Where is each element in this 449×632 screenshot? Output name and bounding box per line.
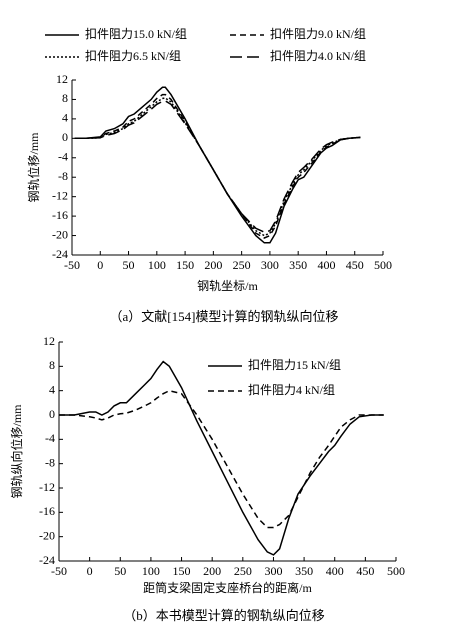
y-tick-label: -16 bbox=[52, 208, 68, 222]
x-tick-label: 250 bbox=[234, 564, 252, 578]
y-tick-label: -20 bbox=[39, 528, 55, 542]
x-tick-label: 300 bbox=[261, 258, 279, 272]
x-tick-label: 250 bbox=[233, 258, 251, 272]
x-tick-label: 150 bbox=[176, 258, 194, 272]
y-tick-label: 8 bbox=[62, 91, 68, 105]
legend-label: 扣件阻力4.0 kN/组 bbox=[270, 49, 366, 63]
x-tick-label: 150 bbox=[173, 564, 191, 578]
y-tick-label: 12 bbox=[56, 72, 68, 86]
y-axis-label: 钢轨位移/mm bbox=[26, 132, 41, 203]
series-line bbox=[74, 86, 361, 244]
x-tick-label: 350 bbox=[289, 258, 307, 272]
x-axis-label: 距筒支梁固定支座桥台的距离/m bbox=[143, 580, 312, 595]
legend-label: 扣件阻力15 kN/组 bbox=[248, 358, 341, 372]
x-tick-label: 500 bbox=[374, 258, 392, 272]
y-tick-label: 12 bbox=[43, 334, 55, 348]
y-tick-label: 4 bbox=[49, 382, 55, 396]
y-axis-label: 钢轨纵向位移/mm bbox=[9, 404, 24, 499]
series-line bbox=[59, 360, 384, 556]
x-tick-label: 350 bbox=[295, 564, 313, 578]
series-line bbox=[74, 100, 361, 233]
x-tick-label: 400 bbox=[326, 564, 344, 578]
x-axis-label: 钢轨坐标/m bbox=[197, 279, 258, 293]
x-tick-label: -50 bbox=[51, 564, 67, 578]
x-tick-label: 450 bbox=[346, 258, 364, 272]
x-tick-label: 450 bbox=[356, 564, 374, 578]
x-tick-label: -50 bbox=[64, 258, 80, 272]
y-tick-label: -24 bbox=[52, 247, 68, 261]
y-tick-label: -4 bbox=[45, 431, 55, 445]
y-tick-label: 0 bbox=[62, 130, 68, 144]
y-tick-label: 4 bbox=[62, 111, 68, 125]
legend-label: 扣件阻力15.0 kN/组 bbox=[85, 27, 187, 41]
legend-label: 扣件阻力6.5 kN/组 bbox=[85, 49, 181, 63]
x-tick-label: 200 bbox=[203, 564, 221, 578]
y-tick-label: -12 bbox=[52, 188, 68, 202]
x-tick-label: 300 bbox=[264, 564, 282, 578]
x-tick-label: 50 bbox=[123, 258, 135, 272]
y-tick-label: -12 bbox=[39, 480, 55, 494]
y-tick-label: -16 bbox=[39, 504, 55, 518]
x-tick-label: 200 bbox=[204, 258, 222, 272]
y-tick-label: 8 bbox=[49, 358, 55, 372]
caption: （a）文献[154]模型计算的钢轨纵向位移 bbox=[110, 309, 339, 324]
series-line bbox=[59, 389, 384, 529]
legend-label: 扣件阻力4 kN/组 bbox=[248, 383, 335, 397]
x-tick-label: 100 bbox=[142, 564, 160, 578]
x-tick-label: 500 bbox=[387, 564, 405, 578]
x-tick-label: 50 bbox=[114, 564, 126, 578]
series-line bbox=[74, 97, 361, 237]
y-tick-label: 0 bbox=[49, 407, 55, 421]
y-tick-label: -20 bbox=[52, 227, 68, 241]
caption: （b）本书模型计算的钢轨纵向位移 bbox=[123, 608, 325, 623]
legend-label: 扣件阻力9.0 kN/组 bbox=[270, 27, 366, 41]
y-tick-label: -4 bbox=[58, 150, 68, 164]
x-tick-label: 100 bbox=[148, 258, 166, 272]
x-tick-label: 0 bbox=[97, 258, 103, 272]
series-line bbox=[74, 93, 361, 239]
y-tick-label: -8 bbox=[45, 455, 55, 469]
x-tick-label: 0 bbox=[87, 564, 93, 578]
y-tick-label: -8 bbox=[58, 169, 68, 183]
y-tick-label: -24 bbox=[39, 553, 55, 567]
x-tick-label: 400 bbox=[317, 258, 335, 272]
